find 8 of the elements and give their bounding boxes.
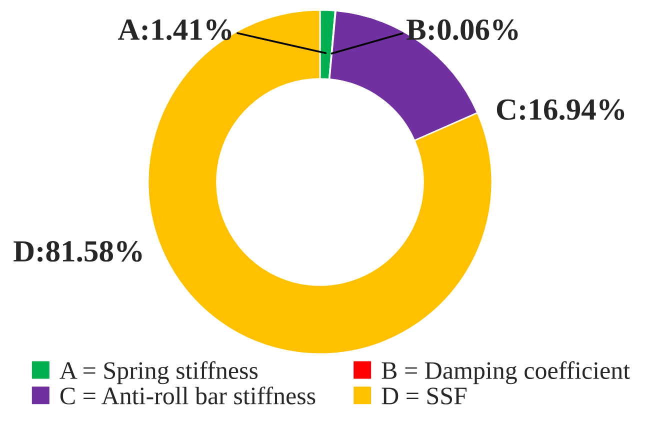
data-label: B:0.06%	[406, 19, 518, 40]
data-label: C:16.94%	[496, 99, 624, 120]
data-label: D:81.58%	[14, 241, 142, 262]
legend-label: B = Damping coefficient	[382, 361, 630, 384]
legend-label: C = Anti-roll bar stiffness	[60, 386, 316, 404]
legend-label: A = Spring stiffness	[60, 361, 258, 384]
data-label: A:1.41%	[118, 19, 232, 40]
legend-label: D = SSF	[382, 388, 467, 404]
